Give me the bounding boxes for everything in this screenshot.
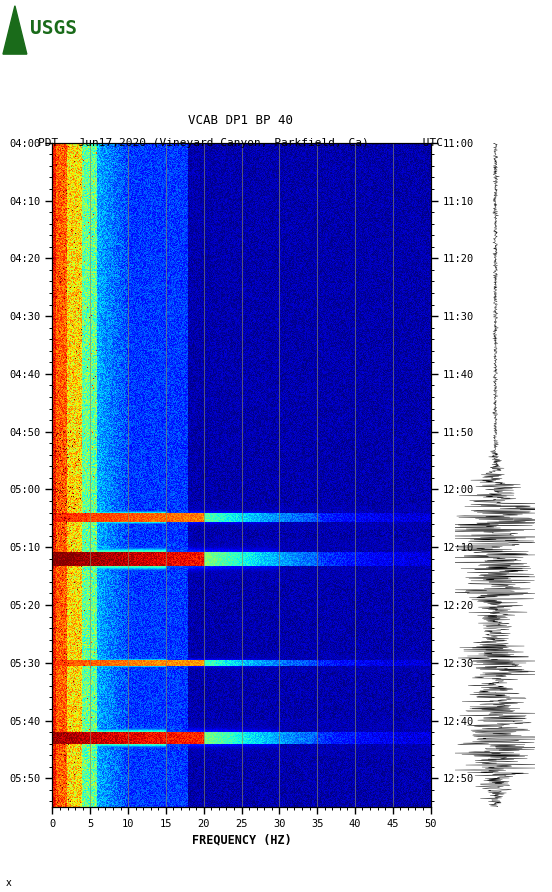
Text: x: x xyxy=(6,878,11,888)
Polygon shape xyxy=(3,6,27,54)
Text: VCAB DP1 BP 40: VCAB DP1 BP 40 xyxy=(188,113,293,127)
Text: PDT   Jun17,2020 (Vineyard Canyon, Parkfield, Ca)        UTC: PDT Jun17,2020 (Vineyard Canyon, Parkfie… xyxy=(38,138,443,148)
Text: USGS: USGS xyxy=(30,20,77,38)
X-axis label: FREQUENCY (HZ): FREQUENCY (HZ) xyxy=(192,833,291,847)
